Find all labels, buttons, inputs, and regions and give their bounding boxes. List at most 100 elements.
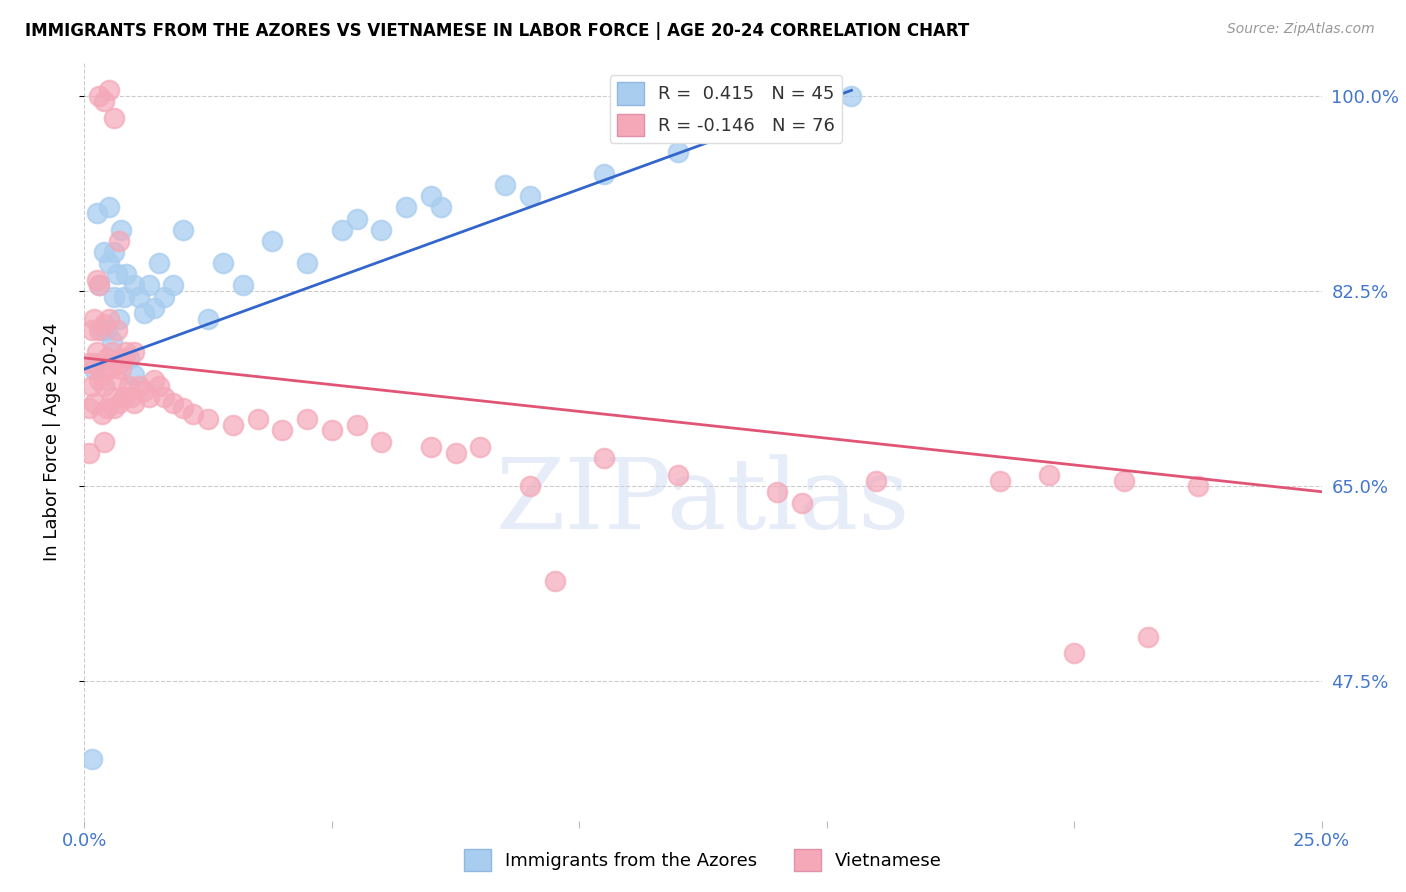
Point [83,362,105,376]
Point [98,201,121,215]
Point [152,390,174,404]
Point [370,434,392,449]
Point [89,373,111,387]
Point [148,256,170,270]
Point [142,301,165,315]
Point [330,223,353,237]
Point [519,189,541,203]
Point [321,424,343,438]
Point [1137,630,1160,644]
Point [98,312,121,326]
Point [83,395,105,409]
Point [100,390,122,404]
Point [246,412,269,426]
Point [103,289,125,303]
Point [80,323,103,337]
Point [841,89,863,103]
Point [103,401,125,416]
Point [122,368,145,382]
Point [419,189,441,203]
Point [110,362,132,376]
Point [108,356,131,371]
Point [197,312,219,326]
Point [865,474,887,488]
Point [1112,474,1135,488]
Point [108,234,131,248]
Point [132,306,155,320]
Point [112,351,135,365]
Point [93,318,115,332]
Point [112,289,135,303]
Point [115,268,138,282]
Point [86,273,108,287]
Point [120,390,142,404]
Point [108,395,131,409]
Text: Source: ZipAtlas.com: Source: ZipAtlas.com [1227,22,1375,37]
Point [122,278,145,293]
Point [118,351,141,365]
Point [142,373,165,387]
Point [89,278,111,293]
Point [162,278,184,293]
Point [105,323,128,337]
Point [100,345,122,359]
Legend: R =  0.415   N = 45, R = -0.146   N = 76: R = 0.415 N = 45, R = -0.146 N = 76 [610,75,842,143]
Point [115,345,138,359]
Point [122,395,145,409]
Point [90,368,112,382]
Point [93,244,115,259]
Point [666,145,689,159]
Point [98,256,121,270]
Point [444,446,467,460]
Point [83,356,105,371]
Point [112,390,135,404]
Point [162,395,184,409]
Text: ZIPatlas: ZIPatlas [496,454,910,550]
Point [96,323,118,337]
Point [519,479,541,493]
Point [118,378,141,392]
Point [83,312,105,326]
Point [222,417,245,432]
Point [1063,646,1085,660]
Point [93,434,115,449]
Point [132,384,155,399]
Point [593,167,616,181]
Point [86,345,108,359]
Point [79,446,101,460]
Point [429,201,451,215]
Point [988,474,1011,488]
Point [1187,479,1209,493]
Point [494,178,516,193]
Point [79,356,101,371]
Text: IMMIGRANTS FROM THE AZORES VS VIETNAMESE IN LABOR FORCE | AGE 20-24 CORRELATION : IMMIGRANTS FROM THE AZORES VS VIETNAMESE… [25,22,970,40]
Point [98,83,121,97]
Point [90,323,112,337]
Point [103,112,125,126]
Point [790,496,813,510]
Point [80,752,103,766]
Y-axis label: In Labor Force | Age 20-24: In Labor Force | Age 20-24 [42,322,60,561]
Point [93,95,115,109]
Point [128,378,150,392]
Point [1038,468,1060,483]
Point [103,244,125,259]
Point [105,373,128,387]
Point [108,312,131,326]
Point [346,211,368,226]
Point [138,390,160,404]
Point [96,351,118,365]
Point [172,401,194,416]
Point [138,278,160,293]
Point [543,574,565,588]
Point [98,362,121,376]
Point [593,451,616,466]
Point [122,345,145,359]
Point [232,278,254,293]
Point [197,412,219,426]
Point [395,201,418,215]
Point [295,412,318,426]
Point [96,401,118,416]
Point [80,378,103,392]
Point [100,334,122,349]
